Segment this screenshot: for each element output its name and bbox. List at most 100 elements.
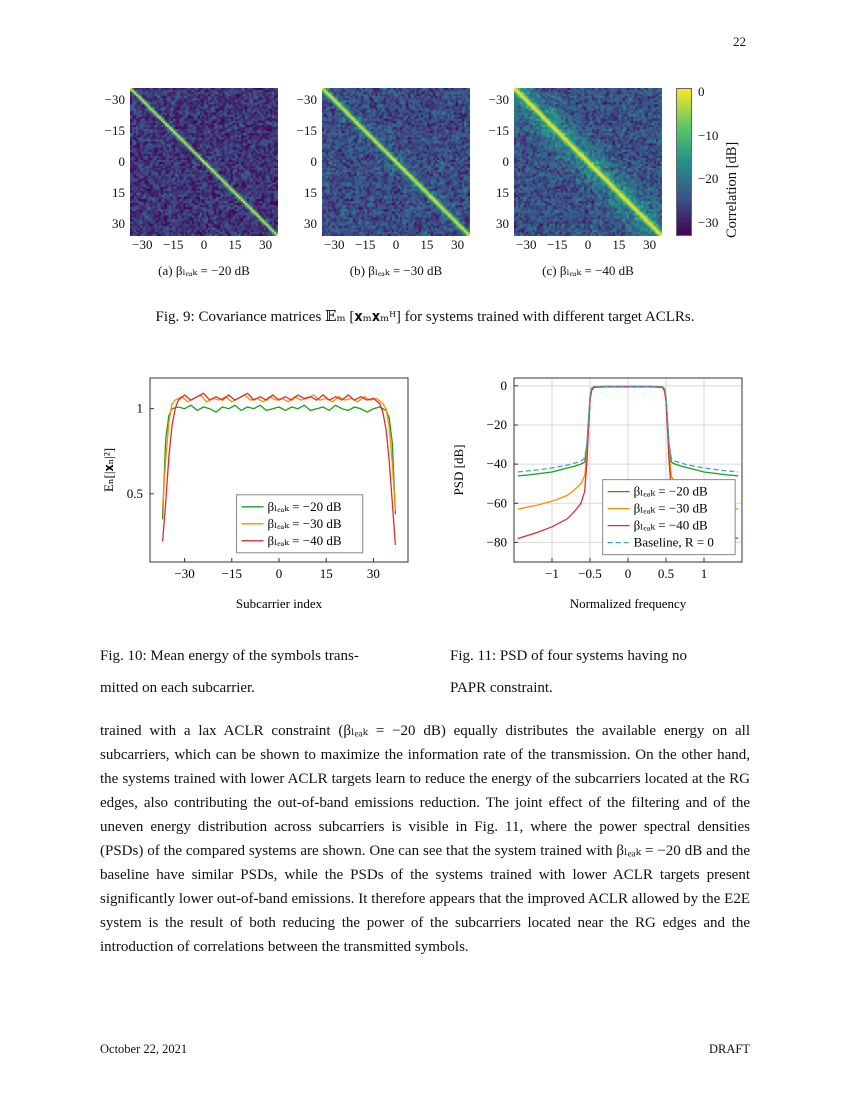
heatmap-x-tick-label: 0 [392,237,400,252]
covariance-heatmap-a-canvas [130,88,278,236]
figure-10: −30 −15 0 15 30 0.5 1 Subcarrier index Eₙ[|𝐱ₙ|²]… [100,368,430,705]
y-tick-label: −40 [487,456,507,471]
y-tick-label: −20 [487,417,507,432]
heatmap-y-tick-label: −15 [104,123,125,139]
panel-b-caption: (b) βₗₑₐₖ = −30 dB [349,263,443,278]
footer-date: October 22, 2021 [100,1042,188,1056]
heatmap-b-x-axis: −30 −15 0 15 30 [322,236,470,254]
legend-label: Baseline, R = 0 [634,535,714,550]
figure-10-caption-line1: Fig. 10: Mean energy of the symbols tran… [100,648,359,664]
covariance-heatmap-c-canvas [514,88,662,236]
legend-label: βₗₑₐₖ = −20 dB [634,484,708,499]
psd-chart: −1 −0.5 0 0.5 1 0 −20 −40 −60 −80 Normalized frequ… [451,377,743,611]
heatmap-x-tick-label: 0 [584,237,592,252]
heatmap-y-tick-label: 15 [496,184,509,200]
figure-11-caption: Fig. 11: PSD of four systems having no P… [450,640,750,705]
figure-11-caption-line2: PAPR constraint. [450,680,553,697]
heatmap-y-tick-label: 15 [304,184,317,200]
heatmap-x-tick-label: 30 [451,237,465,252]
legend-label: βₗₑₐₖ = −40 dB [634,518,708,533]
footer-draft: DRAFT [709,1042,750,1056]
legend-label: βₗₑₐₖ = −30 dB [634,501,708,516]
heatmap-x-tick-label: −30 [516,237,537,252]
heatmap-x-tick-label: −15 [162,237,184,252]
legend-label: βₗₑₐₖ = −20 dB [268,499,342,514]
page-footer: October 22, 2021 DRAFT [100,1042,750,1057]
heatmap-y-tick-label: −15 [296,123,317,139]
figure-10-caption-line2: mitted on each subcarrier. [100,680,255,697]
x-tick-label: −1 [545,566,559,581]
heatmap-y-tick-label: −30 [488,92,509,108]
x-tick-label: −30 [174,566,194,581]
page-content: −30 −15 0 15 30 −30 −15 0 15 30 (a) βₗₑₐₖ = −20 … [100,0,750,959]
heatmap-y-tick-label: 30 [496,215,509,231]
y-tick-label: −80 [487,534,507,549]
y-tick-label: 0 [501,378,508,393]
heatmap-c-x-axis: −30 −15 0 15 30 [514,236,662,254]
colorbar-tick-label: −10 [698,127,719,143]
series-line [161,404,397,520]
heatmap-y-tick-label: 30 [304,215,317,231]
heatmap-x-tick-label: 15 [228,237,242,252]
x-axis-label: Normalized frequency [570,596,687,611]
heatmap-x-tick-label: 30 [259,237,273,252]
covariance-heatmap-b-canvas [322,88,470,236]
covariance-panel-a: −30 −15 0 15 30 −30 −15 0 15 30 (a) βₗₑₐₖ = −20 … [100,88,278,279]
legend-label: βₗₑₐₖ = −30 dB [268,516,342,531]
x-tick-label: 0.5 [658,566,674,581]
heatmap-x-tick-label: 15 [420,237,434,252]
heatmap-x-tick-label: −15 [546,237,568,252]
heatmap-x-tick-label: −30 [132,237,153,252]
figure-9: −30 −15 0 15 30 −30 −15 0 15 30 (a) βₗₑₐₖ = −20 … [100,84,750,279]
heatmap-y-tick-label: 15 [112,184,125,200]
x-tick-label: −0.5 [578,566,602,581]
colorbar-label: Correlation [dB] [724,141,740,238]
heatmap-x-tick-label: −15 [354,237,376,252]
heatmap-x-tick-label: 15 [612,237,626,252]
y-tick-label: −60 [487,495,507,510]
heatmap-a-y-axis: −30 −15 0 15 30 [100,88,130,236]
x-tick-label: 0 [625,566,632,581]
legend-label: βₗₑₐₖ = −40 dB [268,533,342,548]
x-tick-label: 1 [701,566,708,581]
x-tick-label: 15 [320,566,333,581]
x-axis-label: Subcarrier index [236,596,323,611]
colorbar-ticks: 0 −10 −20 −30 [676,84,736,236]
mean-energy-chart: −30 −15 0 15 30 0.5 1 Subcarrier index Eₙ[|𝐱ₙ|²]… [101,377,409,611]
x-tick-label: 30 [367,566,380,581]
series-line [517,385,739,473]
series-line [161,392,397,546]
y-tick-label: 0.5 [127,486,143,501]
figure-11: −1 −0.5 0 0.5 1 0 −20 −40 −60 −80 Normalized frequ… [450,368,750,705]
covariance-panel-c: −30 −15 0 15 30 −30 −15 0 15 30 (c) βₗₑₐₖ = −40 … [484,88,662,279]
heatmap-y-tick-label: 0 [502,154,510,169]
panel-a-caption: (a) βₗₑₐₖ = −20 dB [158,263,250,278]
charts-row: −30 −15 0 15 30 0.5 1 Subcarrier index Eₙ[|𝐱ₙ|²]… [100,368,750,705]
x-tick-label: −15 [222,566,242,581]
heatmap-x-tick-label: 0 [200,237,208,252]
figure-9-caption: Fig. 9: Covariance matrices 𝔼ₘ [𝐱ₘ𝐱ₘᴴ] f… [155,309,695,325]
heatmap-y-tick-label: 0 [118,154,126,169]
heatmap-x-tick-label: 30 [643,237,657,252]
colorbar-tick-label: −20 [698,171,719,187]
heatmap-x-tick-label: −30 [324,237,345,252]
figure-10-caption: Fig. 10: Mean energy of the symbols tran… [100,640,430,705]
y-tick-label: 1 [137,401,144,416]
heatmap-y-tick-label: 30 [112,215,125,231]
colorbar-tick-label: −30 [698,214,719,230]
heatmap-y-tick-label: −30 [104,92,125,108]
x-tick-label: 0 [276,566,283,581]
figure-11-caption-line1: Fig. 11: PSD of four systems having no [450,648,687,664]
colorbar-tick-label: 0 [698,84,705,100]
heatmap-b-y-axis: −30 −15 0 15 30 [292,88,322,236]
panel-c-caption: (c) βₗₑₐₖ = −40 dB [542,263,634,278]
body-paragraph: trained with a lax ACLR constraint (βₗₑₐ… [100,722,750,955]
colorbar-gradient [676,88,692,236]
colorbar: 0 −10 −20 −30 Correlation [dB] [676,84,750,278]
heatmap-y-tick-label: −15 [488,123,509,139]
heatmap-y-tick-label: 0 [310,154,318,169]
heatmap-c-y-axis: −30 −15 0 15 30 [484,88,514,236]
heatmap-a-x-axis: −30 −15 0 15 30 [130,236,278,254]
y-axis-label: PSD [dB] [451,445,466,496]
